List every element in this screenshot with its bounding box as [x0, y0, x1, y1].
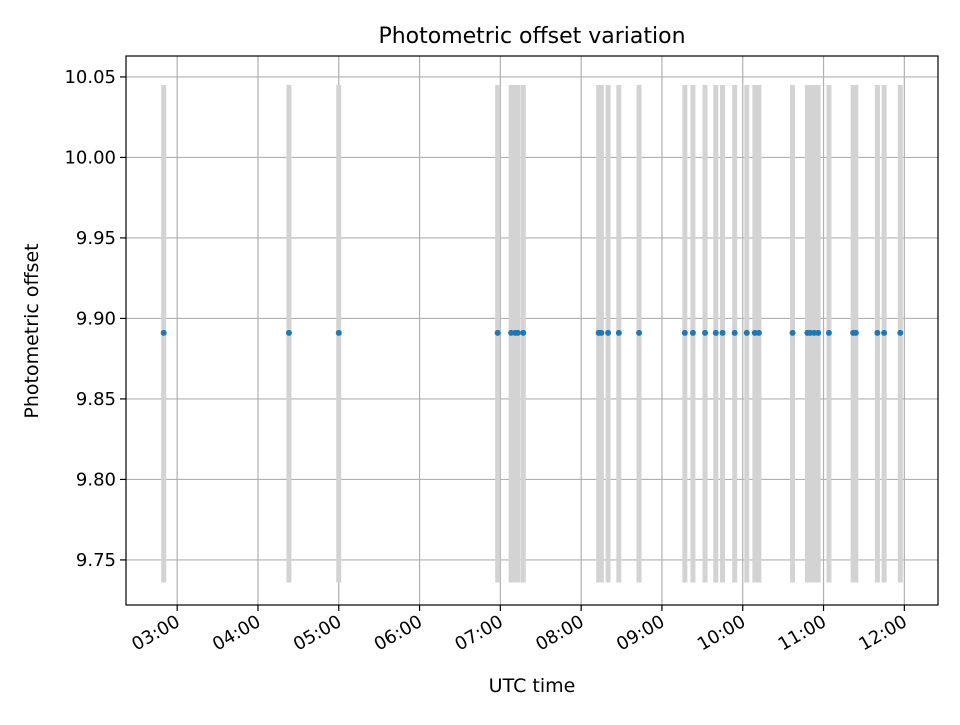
- data-point: [789, 329, 796, 336]
- data-point: [743, 329, 750, 336]
- data-point: [852, 329, 859, 336]
- data-point: [335, 329, 342, 336]
- data-point: [712, 329, 719, 336]
- data-point: [825, 329, 832, 336]
- y-axis-label: Photometric offset: [21, 243, 43, 418]
- y-tick-label: 9.95: [76, 228, 116, 249]
- data-point: [719, 329, 726, 336]
- data-point: [514, 329, 521, 336]
- y-tick-label: 10.00: [64, 147, 116, 168]
- data-point: [160, 329, 167, 336]
- data-point: [615, 329, 622, 336]
- data-point: [874, 329, 881, 336]
- data-points: [160, 329, 904, 336]
- data-point: [598, 329, 605, 336]
- data-point: [755, 329, 762, 336]
- data-point: [815, 329, 822, 336]
- data-point: [636, 329, 643, 336]
- y-tick-label: 9.75: [76, 550, 116, 571]
- y-tick-label: 9.80: [76, 469, 116, 490]
- data-point: [702, 329, 709, 336]
- data-point: [681, 329, 688, 336]
- y-tick-label: 9.85: [76, 389, 116, 410]
- x-axis-label: UTC time: [489, 675, 576, 697]
- data-point: [520, 329, 527, 336]
- y-tick-label: 10.05: [64, 67, 116, 88]
- data-point: [605, 329, 612, 336]
- data-point: [494, 329, 501, 336]
- data-point: [731, 329, 738, 336]
- y-tick-label: 9.90: [76, 308, 116, 329]
- axes-frame: [125, 55, 939, 606]
- data-point: [897, 329, 904, 336]
- data-point: [285, 329, 292, 336]
- chart-title: Photometric offset variation: [378, 24, 685, 49]
- data-point: [689, 329, 696, 336]
- data-point: [881, 329, 888, 336]
- y-axis-ticks: 9.75 9.80 9.85 9.90 9.95 10.00 10.05: [64, 67, 126, 571]
